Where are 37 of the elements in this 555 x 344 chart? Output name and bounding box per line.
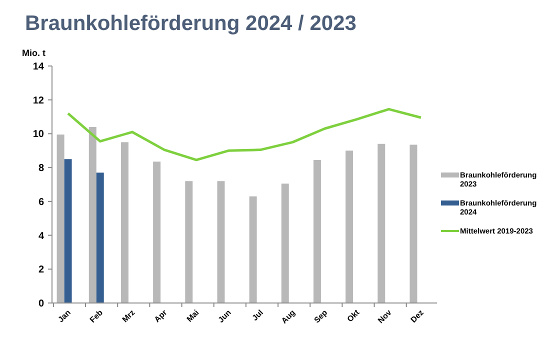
chart-title: Braunkohleförderung 2024 / 2023 bbox=[25, 12, 356, 35]
bar bbox=[96, 172, 104, 303]
line-series bbox=[66, 108, 422, 162]
bar bbox=[346, 150, 354, 303]
x-tick-label: Jan bbox=[56, 308, 73, 324]
y-tick-label: 14 bbox=[32, 62, 44, 72]
x-tick-label: Feb bbox=[88, 308, 105, 324]
bar bbox=[64, 159, 72, 303]
y-axis-title: Mio. t bbox=[22, 48, 46, 58]
x-tick-label: Sep bbox=[312, 308, 330, 325]
y-tick-label: 2 bbox=[38, 264, 44, 276]
x-tick-label: Apr bbox=[152, 308, 169, 324]
bar bbox=[217, 181, 225, 303]
y-tick-label: 0 bbox=[38, 298, 44, 310]
y-tick-label: 8 bbox=[38, 163, 44, 174]
x-tick-label: Mrz bbox=[120, 308, 137, 324]
bar bbox=[281, 184, 289, 303]
y-tick-label: 4 bbox=[38, 230, 44, 242]
bar bbox=[56, 134, 64, 303]
x-tick-label: Dez bbox=[408, 308, 426, 324]
bar bbox=[120, 142, 128, 303]
bar bbox=[185, 181, 193, 303]
bar bbox=[88, 126, 96, 303]
y-tick-label: 10 bbox=[32, 129, 44, 140]
x-tick-label: Mai bbox=[184, 308, 201, 324]
bar bbox=[153, 162, 161, 303]
bar bbox=[378, 144, 386, 303]
bar bbox=[313, 160, 321, 303]
bar bbox=[410, 144, 418, 303]
bar bbox=[249, 196, 257, 303]
y-tick-label: 12 bbox=[32, 95, 44, 106]
x-tick-label: Jul bbox=[250, 308, 265, 323]
x-tick-label: Jun bbox=[216, 308, 233, 324]
x-tick-label: Okt bbox=[345, 308, 362, 324]
x-tick-label: Aug bbox=[280, 308, 298, 326]
x-tick-label: Nov bbox=[376, 308, 394, 326]
y-tick-label: 6 bbox=[38, 196, 44, 208]
